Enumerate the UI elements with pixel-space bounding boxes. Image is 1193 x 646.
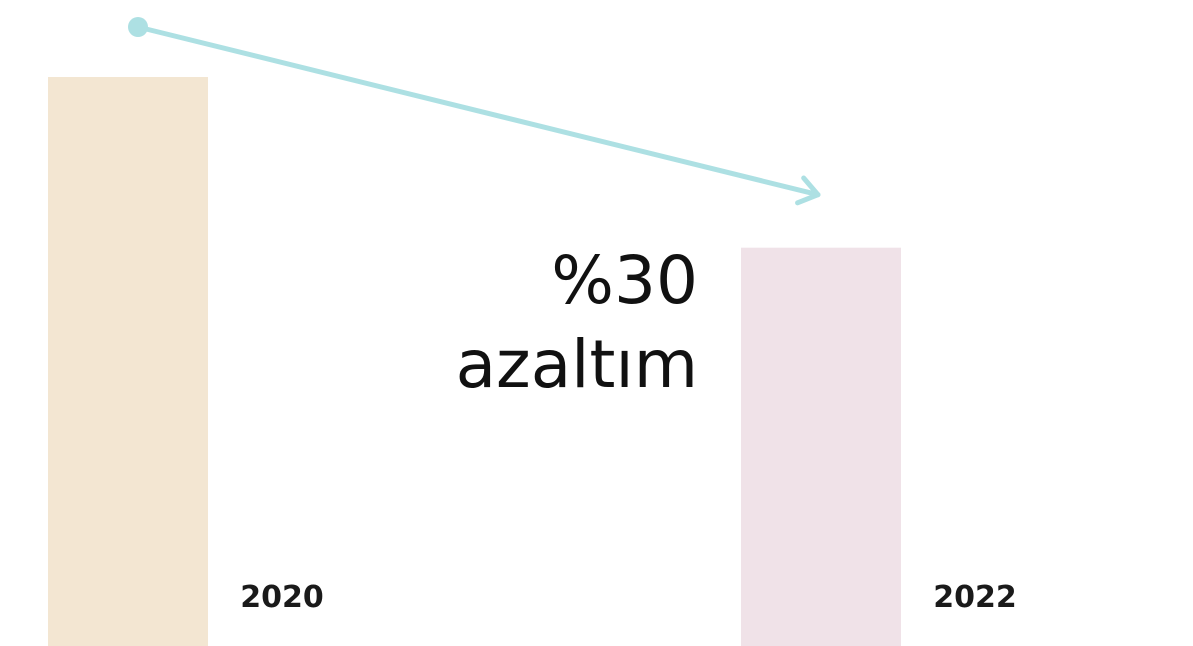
tick-labels-group: 2020 2022: [240, 580, 1017, 615]
trend-start-dot: [128, 17, 148, 37]
reduction-word: azaltım: [456, 326, 698, 403]
trend-arrow: [128, 17, 821, 206]
trend-arrowhead: [795, 175, 821, 206]
tick-label-2020: 2020: [240, 580, 324, 615]
bars-group: [48, 77, 901, 646]
bar-2020: [48, 77, 208, 646]
bar-2022: [741, 247, 901, 646]
reduction-percent: %30: [551, 242, 698, 319]
trend-arrow-line: [135, 24, 821, 198]
tick-label-2022: 2022: [933, 580, 1017, 615]
